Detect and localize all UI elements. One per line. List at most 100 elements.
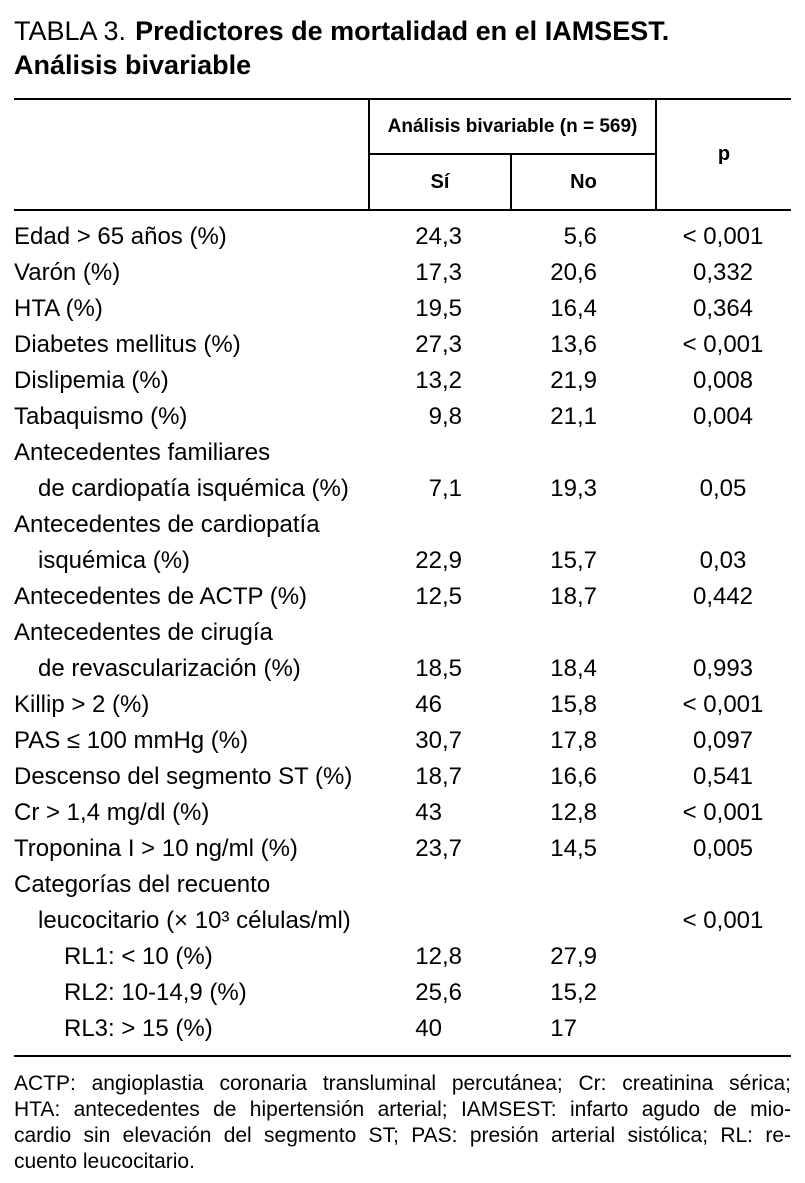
cell-p: 0,993 <box>692 655 754 682</box>
table-row-line: Categorías del recuento <box>14 867 791 903</box>
header-col-p: p <box>655 100 791 209</box>
cell-p: < 0,001 <box>682 331 764 358</box>
cell-no: 14,5 <box>550 835 597 862</box>
header-col-no: No <box>510 155 655 209</box>
cell-no: 13,6 <box>550 331 597 358</box>
row-label: Killip > 2 (%) <box>14 691 150 718</box>
cell-no: 17,8 <box>550 727 597 754</box>
header-blank-cell <box>14 100 368 209</box>
header-col-si: Sí <box>368 155 510 209</box>
row-label: Troponina I > 10 ng/ml (%) <box>14 835 298 862</box>
cell-p: 0,364 <box>692 295 754 322</box>
cell-p: 0,005 <box>692 835 754 862</box>
table-row-line: Descenso del segmento ST (%) 18,7 16,6 0,54… <box>14 759 791 795</box>
table-row-line: de cardiopatía isquémica (%) 7,1 19,3 0,05 <box>14 471 791 507</box>
cell-no: 21,9 <box>550 367 597 394</box>
cell-p: < 0,001 <box>682 799 764 826</box>
cell-no: 5,6 <box>563 223 597 250</box>
cell-p: 0,332 <box>692 259 754 286</box>
table-row-line: isquémica (%) 22,9 15,7 0,03 <box>14 543 791 579</box>
cell-si: 25,6 <box>415 979 462 1006</box>
table-header: Análisis bivariable (n = 569) Sí No p <box>14 98 791 211</box>
cell-no: 15,2 <box>550 979 597 1006</box>
row-label: Categorías del recuento <box>14 871 271 898</box>
cell-no: 27,9 <box>550 943 597 970</box>
row-label: leucocitario (× 10³ células/ml) <box>38 907 351 934</box>
cell-p: 0,008 <box>692 367 754 394</box>
row-label: Diabetes mellitus (%) <box>14 331 241 358</box>
cell-si: 27,3 <box>415 331 462 358</box>
table-row-line: PAS ≤ 100 mmHg (%) 30,7 17,8 0,097 <box>14 723 791 759</box>
cell-si: 12,8 <box>415 943 462 970</box>
footnote-line: ACTP: angioplastia coronaria translumina… <box>14 1072 791 1095</box>
cell-p: < 0,001 <box>682 907 764 934</box>
footnote-line: cardio sin elevación del segmento ST; PA… <box>14 1124 791 1147</box>
cell-no: 21,1 <box>550 403 597 430</box>
cell-si: 17,3 <box>415 259 462 286</box>
cell-si: 43 <box>415 799 442 826</box>
table-row-line: Antecedentes de cirugía <box>14 615 791 651</box>
cell-si: 9,8 <box>428 403 462 430</box>
footnote-line: HTA: antecedentes de hipertensión arteri… <box>14 1098 791 1121</box>
cell-no: 16,4 <box>550 295 597 322</box>
header-group-analisis-bivariable: Análisis bivariable (n = 569) <box>368 100 655 155</box>
row-label: Tabaquismo (%) <box>14 403 188 430</box>
cell-no: 17 <box>550 1015 577 1042</box>
table-title-text: Predictores de mortalidad en el IAMSEST.… <box>14 16 670 80</box>
table-row-line: leucocitario (× 10³ células/ml) < 0,001 <box>14 903 791 939</box>
row-label: HTA (%) <box>14 295 103 322</box>
table-row-line: HTA (%) 19,5 16,4 0,364 <box>14 291 791 327</box>
cell-p: 0,004 <box>692 403 754 430</box>
cell-si: 12,5 <box>415 583 462 610</box>
cell-no: 18,7 <box>550 583 597 610</box>
cell-si: 13,2 <box>415 367 462 394</box>
row-label: Dislipemia (%) <box>14 367 169 394</box>
table-row-line: Dislipemia (%) 13,2 21,9 0,008 <box>14 363 791 399</box>
table-row-line: RL1: < 10 (%) 12,8 27,9 <box>14 939 791 975</box>
cell-si: 46 <box>415 691 442 718</box>
row-label: isquémica (%) <box>38 547 191 574</box>
cell-no: 12,8 <box>550 799 597 826</box>
row-label: RL2: 10-14,9 (%) <box>64 979 247 1006</box>
row-label: de revascularización (%) <box>38 655 301 682</box>
row-label: PAS ≤ 100 mmHg (%) <box>14 727 249 754</box>
cell-no: 20,6 <box>550 259 597 286</box>
row-label: Antecedentes de cirugía <box>14 619 273 646</box>
cell-no: 18,4 <box>550 655 597 682</box>
cell-si: 23,7 <box>415 835 462 862</box>
cell-si: 40 <box>415 1015 442 1042</box>
table-row-line: Antecedentes familiares <box>14 435 791 471</box>
table-row-line: Cr > 1,4 mg/dl (%) 43 12,8 < 0,001 <box>14 795 791 831</box>
cell-si: 24,3 <box>415 223 462 250</box>
cell-no: 15,8 <box>550 691 597 718</box>
table-row-line: RL3: > 15 (%) 40 17 <box>14 1011 791 1047</box>
row-label: Varón (%) <box>14 259 121 286</box>
cell-si: 19,5 <box>415 295 462 322</box>
table-row-line: de revascularización (%) 18,5 18,4 0,993 <box>14 651 791 687</box>
table-row-line: Antecedentes de ACTP (%) 12,5 18,7 0,442 <box>14 579 791 615</box>
row-label: Cr > 1,4 mg/dl (%) <box>14 799 210 826</box>
row-label: Descenso del segmento ST (%) <box>14 763 353 790</box>
cell-si: 30,7 <box>415 727 462 754</box>
cell-p: 0,05 <box>699 475 747 502</box>
cell-si: 7,1 <box>428 475 462 502</box>
row-label: Antecedentes de ACTP (%) <box>14 583 308 610</box>
table-body: Edad > 65 años (%) 24,3 5,6 < 0,001 Varón (%… <box>14 211 791 1057</box>
table-row-line: RL2: 10-14,9 (%) 25,6 15,2 <box>14 975 791 1011</box>
table-row-line: Killip > 2 (%) 46 15,8 < 0,001 <box>14 687 791 723</box>
table-number: TABLA 3. <box>14 16 127 46</box>
row-label: de cardiopatía isquémica (%) <box>38 475 349 502</box>
row-label: Edad > 65 años (%) <box>14 223 227 250</box>
cell-p: < 0,001 <box>682 223 764 250</box>
cell-si: 22,9 <box>415 547 462 574</box>
cell-no: 15,7 <box>550 547 597 574</box>
table-row-line: Diabetes mellitus (%) 27,3 13,6 < 0,001 <box>14 327 791 363</box>
table-row-line: Antecedentes de cardiopatía <box>14 507 791 543</box>
table-title: TABLA 3. Predictores de mortalidad en el … <box>14 14 746 82</box>
table-footnote: ACTP: angioplastia coronaria translumina… <box>14 1071 791 1175</box>
footnote-line: cuento leucocitario. <box>14 1150 195 1173</box>
cell-p: 0,541 <box>692 763 754 790</box>
cell-si: 18,5 <box>415 655 462 682</box>
row-label: RL1: < 10 (%) <box>64 943 213 970</box>
